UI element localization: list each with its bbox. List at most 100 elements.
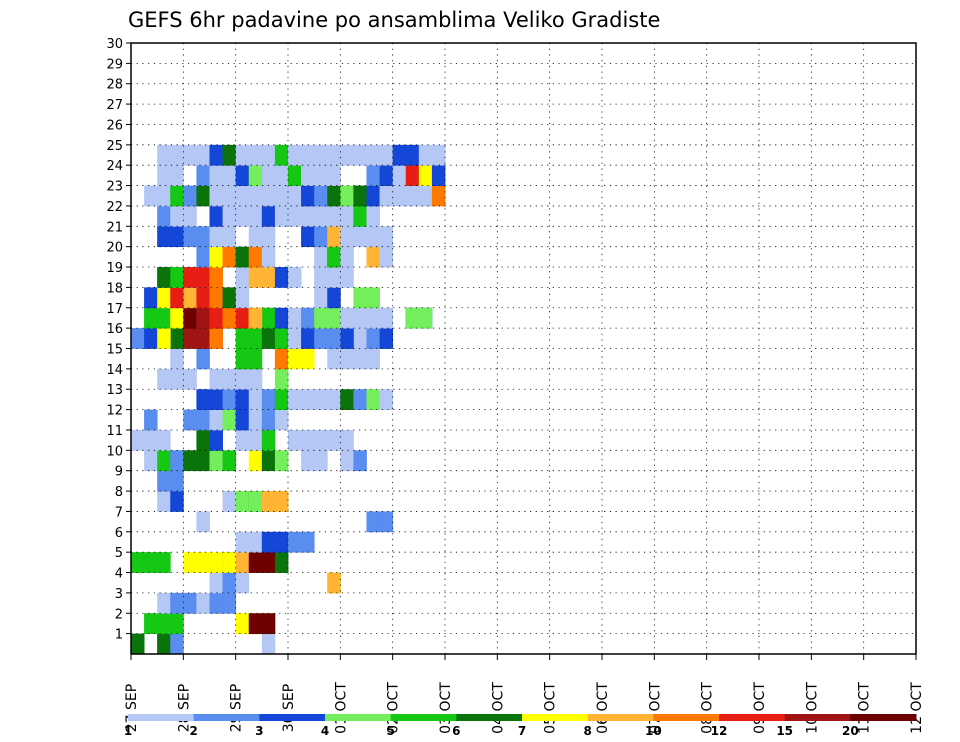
heatmap-cell (248, 613, 263, 635)
heatmap-cell (222, 368, 237, 390)
y-tick-label: 8 (115, 485, 123, 500)
heatmap-cell (327, 287, 341, 309)
y-tick-label: 11 (106, 424, 123, 439)
heatmap-cell (366, 511, 380, 533)
heatmap-cell (418, 307, 433, 329)
heatmap-cell (301, 226, 315, 248)
heatmap-cell (157, 429, 171, 451)
heatmap-cell (274, 348, 289, 370)
heatmap-cell (261, 307, 276, 329)
y-tick-label: 20 (106, 241, 123, 256)
heatmap-cell (366, 144, 380, 166)
heatmap-cell (209, 144, 223, 166)
y-tick-label: 3 (115, 587, 123, 602)
heatmap-cell (222, 592, 237, 614)
heatmap-cell (405, 144, 420, 166)
x-tick-label: 09 OCT (752, 682, 768, 734)
heatmap-cell (353, 450, 367, 472)
heatmap-cell (196, 348, 210, 370)
heatmap-cell (170, 592, 184, 614)
heatmap-cell (379, 389, 394, 410)
heatmap-cell (340, 267, 354, 288)
heatmap-cell (288, 267, 302, 288)
heatmap-cell (222, 226, 237, 248)
heatmap-cell (379, 246, 394, 268)
legend-label: 12 (711, 724, 728, 738)
heatmap-cell (379, 307, 394, 329)
heatmap-cell (183, 450, 197, 472)
heatmap-cell (196, 389, 210, 410)
y-axis: 1234567891011121314151617181920212223242… (106, 37, 131, 643)
heatmap-cell (301, 205, 315, 227)
heatmap-cell (274, 144, 289, 166)
heatmap-cell (196, 328, 210, 349)
heatmap-cell (301, 389, 315, 410)
y-tick-label: 7 (115, 505, 123, 520)
heatmap-cell (288, 185, 302, 207)
heatmap-cell (144, 185, 158, 207)
heatmap-cell (274, 389, 289, 410)
heatmap-cell (418, 144, 433, 166)
x-tick-label: 06 OCT (595, 682, 611, 734)
heatmap-cell (183, 307, 197, 329)
legend-label: 20 (842, 724, 859, 738)
heatmap-cell (261, 226, 276, 248)
heatmap-cell (144, 287, 158, 309)
heatmap-cell (170, 267, 184, 288)
heatmap-cell (131, 328, 145, 349)
heatmap-cell (379, 165, 394, 186)
y-tick-label: 5 (115, 546, 123, 561)
heatmap-cell (183, 409, 197, 431)
legend-swatch (325, 714, 392, 721)
heatmap-cell (314, 389, 328, 410)
heatmap-cell (366, 307, 380, 329)
legend-swatch (390, 714, 457, 721)
heatmap-cell (235, 552, 250, 573)
heatmap-cell (366, 205, 380, 227)
heatmap-cell (431, 185, 446, 207)
heatmap-cell (170, 328, 184, 349)
heatmap-cell (288, 165, 302, 186)
heatmap-cell (248, 429, 263, 451)
heatmap-cell (288, 389, 302, 410)
heatmap-cell (314, 307, 328, 329)
heatmap-cell (131, 552, 145, 573)
heatmap-cell (157, 144, 171, 166)
legend-label: 10 (645, 724, 662, 738)
heatmap-cell (327, 307, 341, 329)
heatmap-cell (196, 552, 210, 573)
heatmap-cell (366, 185, 380, 207)
heatmap-cell (261, 633, 276, 655)
legend-swatch (653, 714, 720, 721)
heatmap-cell (405, 307, 420, 329)
heatmap-cell (274, 267, 289, 288)
heatmap-cell (196, 185, 210, 207)
heatmap-cell (209, 368, 223, 390)
heatmap-cell (222, 552, 237, 573)
heatmap-cell (235, 368, 250, 390)
heatmap-cell (209, 165, 223, 186)
legend-swatch (456, 714, 523, 721)
heatmap-cell (261, 552, 276, 573)
heatmap-cell (353, 226, 367, 248)
y-tick-label: 17 (106, 302, 123, 317)
legend-swatch (522, 714, 589, 721)
heatmap-cell (327, 246, 341, 268)
heatmap-cell (379, 511, 394, 533)
heatmap-cell (248, 267, 263, 288)
heatmap-cell (222, 307, 237, 329)
heatmap-cell (353, 185, 367, 207)
x-tick-label: 12 OCT (909, 682, 925, 734)
y-tick-label: 30 (106, 37, 123, 52)
x-axis: 27 SEP 28 SEP 29 SEP 30 SEP 01 OCT 02 OCT 03 O… (124, 654, 925, 734)
heatmap-cell (196, 429, 210, 451)
y-tick-label: 29 (106, 57, 123, 72)
x-tick-label: 10 OCT (804, 682, 820, 734)
heatmap-cell (235, 165, 250, 186)
heatmap-cell (157, 165, 171, 186)
heatmap-cell (327, 572, 341, 594)
heatmap-cell (209, 450, 223, 472)
heatmap-cell (209, 185, 223, 207)
heatmap-cell (327, 165, 341, 186)
